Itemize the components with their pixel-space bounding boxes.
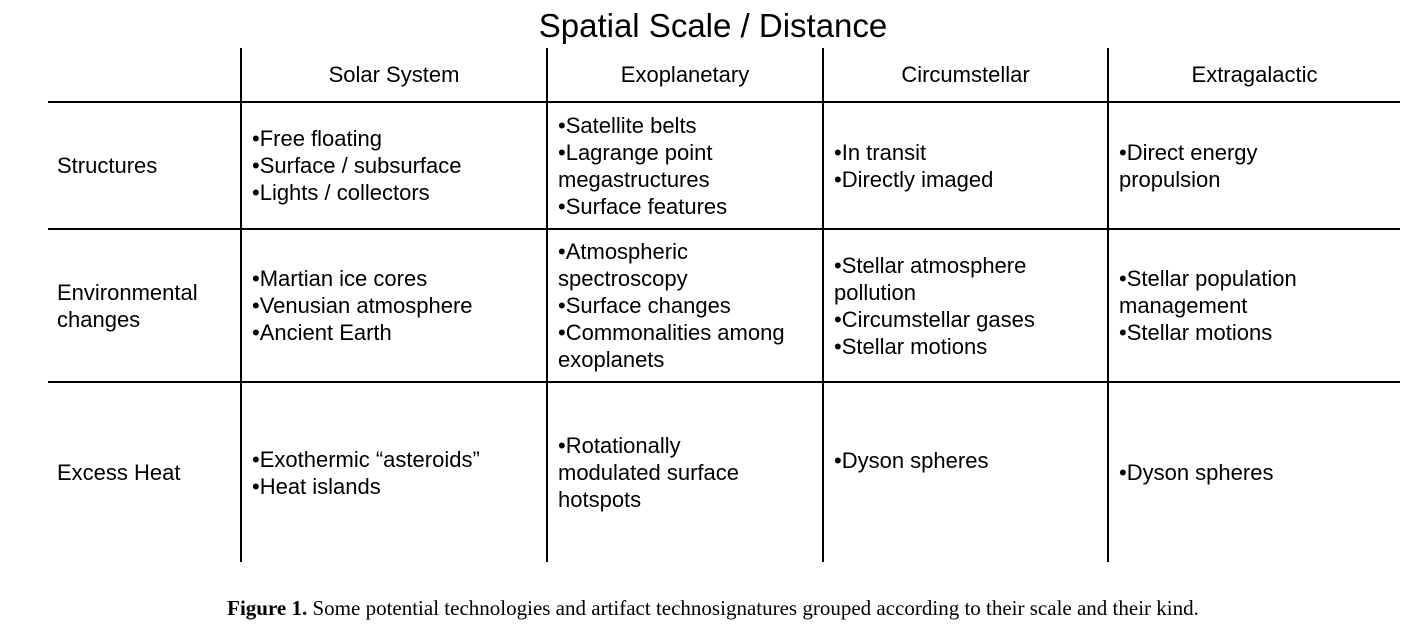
cell-line: •Directly imaged: [834, 166, 994, 192]
cell-line: •Heat islands: [252, 473, 381, 499]
column-header-exoplanetary: Exoplanetary: [620, 62, 750, 87]
cell-line: •Direct energy: [1119, 139, 1258, 165]
cell-line: •Stellar atmosphere: [834, 252, 1027, 278]
cell-line: •Surface / subsurface: [252, 153, 462, 178]
cell-line: •Surface features: [558, 193, 728, 219]
cell-line: •Lights / collectors: [252, 180, 430, 205]
cell-line: •Stellar motions: [1119, 320, 1273, 345]
cell-line: •Ancient Earth: [252, 320, 392, 345]
cell-line: propulsion: [1119, 166, 1221, 192]
cell-line: •Satellite belts: [558, 112, 697, 138]
rule-header: [48, 101, 1400, 103]
cell-line: •Stellar population: [1119, 266, 1297, 291]
cell-line: •Stellar motions: [834, 333, 988, 359]
cell-line: modulated surface: [558, 460, 739, 485]
cell-excess-heat-extragalactic: •Dyson spheres: [1109, 383, 1400, 562]
row-label-line: Environmental: [57, 279, 198, 305]
row-header-structures: Structures: [48, 103, 241, 228]
cell-line: •Venusian atmosphere: [252, 293, 473, 318]
cell-line: management: [1119, 293, 1248, 318]
caption-text: Some potential technologies and artifact…: [312, 596, 1199, 620]
cell-line: exoplanets: [558, 347, 665, 372]
column-header-extragalactic: Extragalactic: [1191, 62, 1318, 87]
cell-line: •In transit: [834, 139, 927, 165]
cell-line: hotspots: [558, 487, 642, 512]
row-label-line: Structures: [57, 153, 158, 178]
cell-excess-heat-circumstellar: •Dyson spheres: [824, 383, 1107, 538]
cell-environmental-exoplanetary: •Atmospheric spectroscopy •Surface chang…: [548, 230, 822, 381]
row-header-environmental-changes: Environmental changes: [48, 230, 241, 381]
rule-col-4: [1107, 48, 1109, 562]
cell-line: •Surface changes: [558, 293, 731, 318]
row-header-excess-heat: Excess Heat: [48, 383, 241, 562]
cell-line: •Lagrange point: [558, 139, 713, 165]
cell-environmental-solar-system: •Martian ice cores •Venusian atmosphere …: [242, 230, 546, 381]
cell-structures-circumstellar: •In transit •Directly imaged: [824, 103, 1107, 228]
cell-line: spectroscopy: [558, 266, 688, 291]
rule-row-2: [48, 381, 1400, 383]
column-header-solar-system: Solar System: [328, 62, 460, 87]
cell-line: •Circumstellar gases: [834, 306, 1035, 332]
cell-line: •Free floating: [252, 126, 382, 151]
cell-environmental-circumstellar: •Stellar atmosphere pollution •Circumste…: [824, 230, 1107, 381]
rule-row-1: [48, 228, 1400, 230]
row-label-line: changes: [57, 306, 141, 332]
cell-excess-heat-exoplanetary: •Rotationally modulated surface hotspots: [548, 383, 822, 562]
cell-structures-extragalactic: •Direct energy propulsion: [1109, 103, 1400, 228]
cell-line: •Dyson spheres: [834, 448, 989, 473]
row-label-line: Excess Heat: [57, 460, 181, 485]
rule-col-2: [546, 48, 548, 562]
cell-line: •Exothermic “asteroids”: [252, 446, 480, 472]
table-title: Spatial Scale / Distance: [538, 7, 888, 44]
column-header-circumstellar: Circumstellar: [901, 62, 1030, 87]
cell-line: •Commonalities among: [558, 320, 785, 345]
cell-structures-solar-system: •Free floating •Surface / subsurface •Li…: [242, 103, 546, 228]
cell-excess-heat-solar-system: •Exothermic “asteroids” •Heat islands: [242, 383, 546, 562]
cell-line: •Dyson spheres: [1119, 460, 1274, 485]
rule-col-3: [822, 48, 824, 562]
cell-structures-exoplanetary: •Satellite belts •Lagrange point megastr…: [548, 103, 822, 228]
rule-col-1: [240, 48, 242, 562]
cell-environmental-extragalactic: •Stellar population management •Stellar …: [1109, 230, 1400, 381]
caption-label: Figure 1.: [227, 596, 308, 620]
cell-line: megastructures: [558, 166, 710, 192]
cell-line: pollution: [834, 279, 916, 305]
cell-line: •Rotationally: [558, 433, 681, 458]
figure-caption: Figure 1. Some potential technologies an…: [0, 594, 1426, 622]
cell-line: •Atmospheric: [558, 239, 688, 264]
cell-line: •Martian ice cores: [252, 266, 428, 291]
